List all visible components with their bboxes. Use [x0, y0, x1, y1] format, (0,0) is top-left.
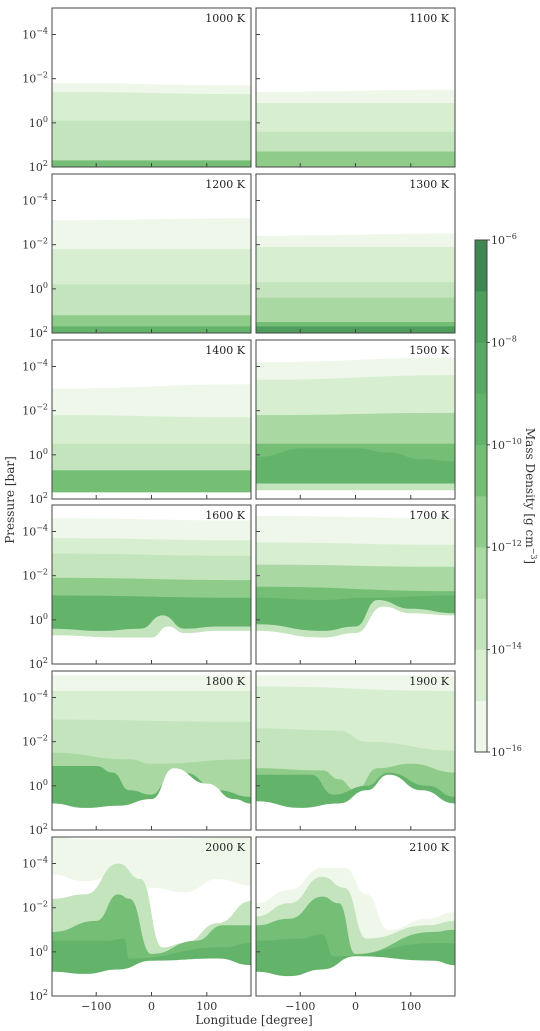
panel-label: 1900 K [409, 675, 449, 688]
y-tick-label: 100 [29, 778, 48, 793]
y-tick-label: 100 [29, 944, 48, 959]
panel-label: 2100 K [409, 841, 449, 854]
density-band [256, 606, 455, 664]
y-tick-label: 102 [29, 656, 48, 671]
density-band [256, 774, 455, 830]
y-tick-label: 10−4 [22, 193, 48, 208]
colorbar-tick-label: 10−10 [491, 437, 522, 452]
panel-label: 1700 K [409, 509, 449, 522]
panel-9: 1800 K [51, 670, 252, 831]
y-tick-label: 102 [29, 822, 48, 837]
panel-label: 1500 K [409, 344, 449, 357]
panel-label: 1100 K [409, 12, 449, 25]
colorbar-tick-label: 10−16 [491, 744, 522, 759]
y-tick-label: 10−4 [22, 856, 48, 871]
y-tick-label: 100 [29, 612, 48, 627]
colorbar-tick-label: 10−6 [491, 232, 517, 247]
panel-11: 2000 K [51, 836, 252, 997]
y-tick-label: 100 [29, 115, 48, 130]
panel-label: 1800 K [205, 675, 245, 688]
panel-label: 2000 K [205, 841, 245, 854]
colorbar-tick-label: 10−12 [491, 539, 522, 554]
colorbar-tick-label: 10−8 [491, 334, 517, 349]
density-band [52, 768, 251, 830]
y-tick-label: 10−2 [22, 900, 48, 915]
panel-5: 1400 K [51, 339, 252, 500]
colorbar-label: Mass Density [g cm−3] [523, 428, 538, 564]
colorbar-segment [475, 240, 487, 292]
panel-label: 1000 K [205, 12, 245, 25]
x-tick-label: 0 [352, 1000, 359, 1013]
y-tick-label: 10−2 [22, 403, 48, 418]
panel-6: 1500 K [255, 339, 456, 500]
panel-label: 1200 K [205, 178, 245, 191]
colorbar-segment [475, 496, 487, 548]
panel-7: 1600 K [51, 504, 252, 665]
panel-2: 1100 K [255, 7, 456, 168]
panel-10: 1900 K [255, 670, 456, 831]
y-tick-label: 102 [29, 159, 48, 174]
y-axis-label: Pressure [bar] [3, 456, 17, 544]
density-band [256, 490, 455, 499]
y-tick-label: 10−4 [22, 359, 48, 374]
colorbar-segment [475, 444, 487, 497]
y-tick-label: 10−2 [22, 237, 48, 252]
x-tick-label: −100 [81, 1000, 111, 1013]
y-tick-label: 10−4 [22, 27, 48, 42]
x-tick-label: 0 [148, 1000, 155, 1013]
colorbar-tick-label: 10−14 [491, 642, 522, 657]
x-axis-label: Longitude [degree] [195, 1013, 312, 1027]
panel-12: 2100 K [255, 836, 456, 997]
x-tick-label: 100 [196, 1000, 217, 1013]
y-tick-label: 10−4 [22, 690, 48, 705]
density-band [52, 958, 251, 996]
y-tick-label: 10−2 [22, 734, 48, 749]
colorbar-segment [475, 598, 487, 650]
colorbar-segment [475, 342, 487, 394]
density-band [52, 470, 251, 499]
panel-4: 1300 K [255, 173, 456, 334]
colorbar: 10−6 10−8 10−10 10−12 10−14 10−16 Mass Density… [474, 232, 538, 759]
x-tick-label: 100 [400, 1000, 421, 1013]
panel-8: 1700 K [255, 504, 456, 665]
panel-1: 1000 K [51, 7, 252, 168]
y-tick-label: 100 [29, 281, 48, 296]
density-band [256, 151, 455, 167]
density-band [52, 120, 251, 167]
panel-3: 1200 K [51, 173, 252, 334]
y-tick-label: 102 [29, 491, 48, 506]
colorbar-segment [475, 547, 487, 599]
x-tick-label: −100 [285, 1000, 315, 1013]
colorbar-segment [475, 393, 487, 446]
panels-layer: 1000 K 1100 K 1200 K 1300 K 1400 K 1500 K 1600… [51, 7, 456, 997]
y-tick-label: 102 [29, 325, 48, 340]
colorbar-segment [475, 649, 487, 702]
y-tick-label: 10−2 [22, 71, 48, 86]
panel-label: 1400 K [205, 344, 245, 357]
density-band [256, 956, 455, 996]
colorbar-segment [475, 700, 487, 753]
y-tick-label: 10−2 [22, 568, 48, 583]
panel-label: 1600 K [205, 509, 245, 522]
y-tick-label: 10−4 [22, 524, 48, 539]
colorbar-segment [475, 291, 487, 343]
colorbar-frame [474, 239, 488, 753]
density-band [52, 626, 251, 664]
y-tick-label: 102 [29, 988, 48, 1003]
panel-label: 1300 K [409, 178, 449, 191]
y-tick-label: 100 [29, 447, 48, 462]
